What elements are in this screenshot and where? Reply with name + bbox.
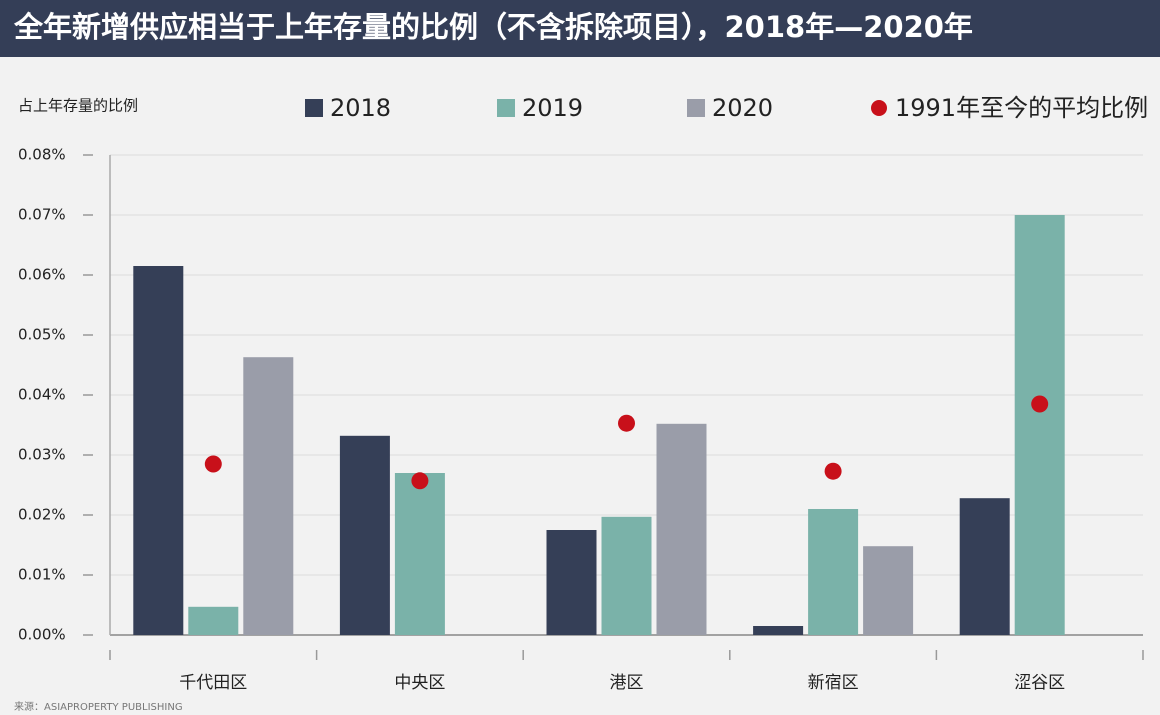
legend-swatch [871, 100, 887, 116]
bar [656, 423, 707, 635]
bar [959, 498, 1010, 635]
bar [863, 546, 914, 635]
y-tick-label: 0.06% [18, 266, 66, 284]
bar [188, 606, 239, 635]
x-tick-label: 中央区 [394, 673, 445, 693]
average-dot [618, 414, 635, 432]
chart-title: 全年新增供应相当于上年存量的比例（不含拆除项目），2018年—2020年 [13, 10, 973, 44]
y-tick-label: 0.00% [18, 626, 66, 644]
y-tick-label: 0.04% [18, 386, 66, 404]
legend-label: 2020 [712, 94, 773, 122]
y-tick-label: 0.02% [18, 506, 66, 524]
bar [133, 266, 184, 635]
legend-label: 2018 [330, 94, 391, 122]
bar [243, 357, 294, 635]
bar [394, 473, 445, 635]
y-tick-label: 0.08% [18, 146, 66, 164]
y-tick-label: 0.05% [18, 326, 66, 344]
average-dot [824, 462, 842, 480]
average-dot [1031, 395, 1049, 413]
legend-label: 1991年至今的平均比例 [895, 94, 1148, 122]
x-tick-label: 涩谷区 [1014, 673, 1065, 693]
bar [601, 516, 652, 635]
x-tick-label: 千代田区 [179, 673, 247, 693]
bar [339, 435, 390, 635]
y-axis-label: 占上年存量的比例 [18, 97, 138, 115]
y-tick-label: 0.03% [18, 446, 66, 464]
x-tick-label: 新宿区 [808, 673, 859, 693]
average-dot [204, 455, 222, 473]
y-tick-label: 0.01% [18, 566, 66, 584]
x-tick-label: 港区 [610, 673, 644, 693]
source: 来源：ASIAPROPERTY PUBLISHING [14, 700, 183, 713]
average-dot [411, 472, 429, 490]
title-bar [0, 0, 1160, 57]
legend-label: 2019 [522, 94, 583, 122]
bar [808, 509, 859, 635]
legend-swatch [305, 99, 323, 117]
bar [753, 626, 804, 635]
legend-swatch [497, 99, 515, 117]
y-tick-label: 0.07% [18, 206, 66, 224]
legend-swatch [687, 99, 705, 117]
bar [546, 530, 597, 635]
bar [1014, 215, 1065, 635]
